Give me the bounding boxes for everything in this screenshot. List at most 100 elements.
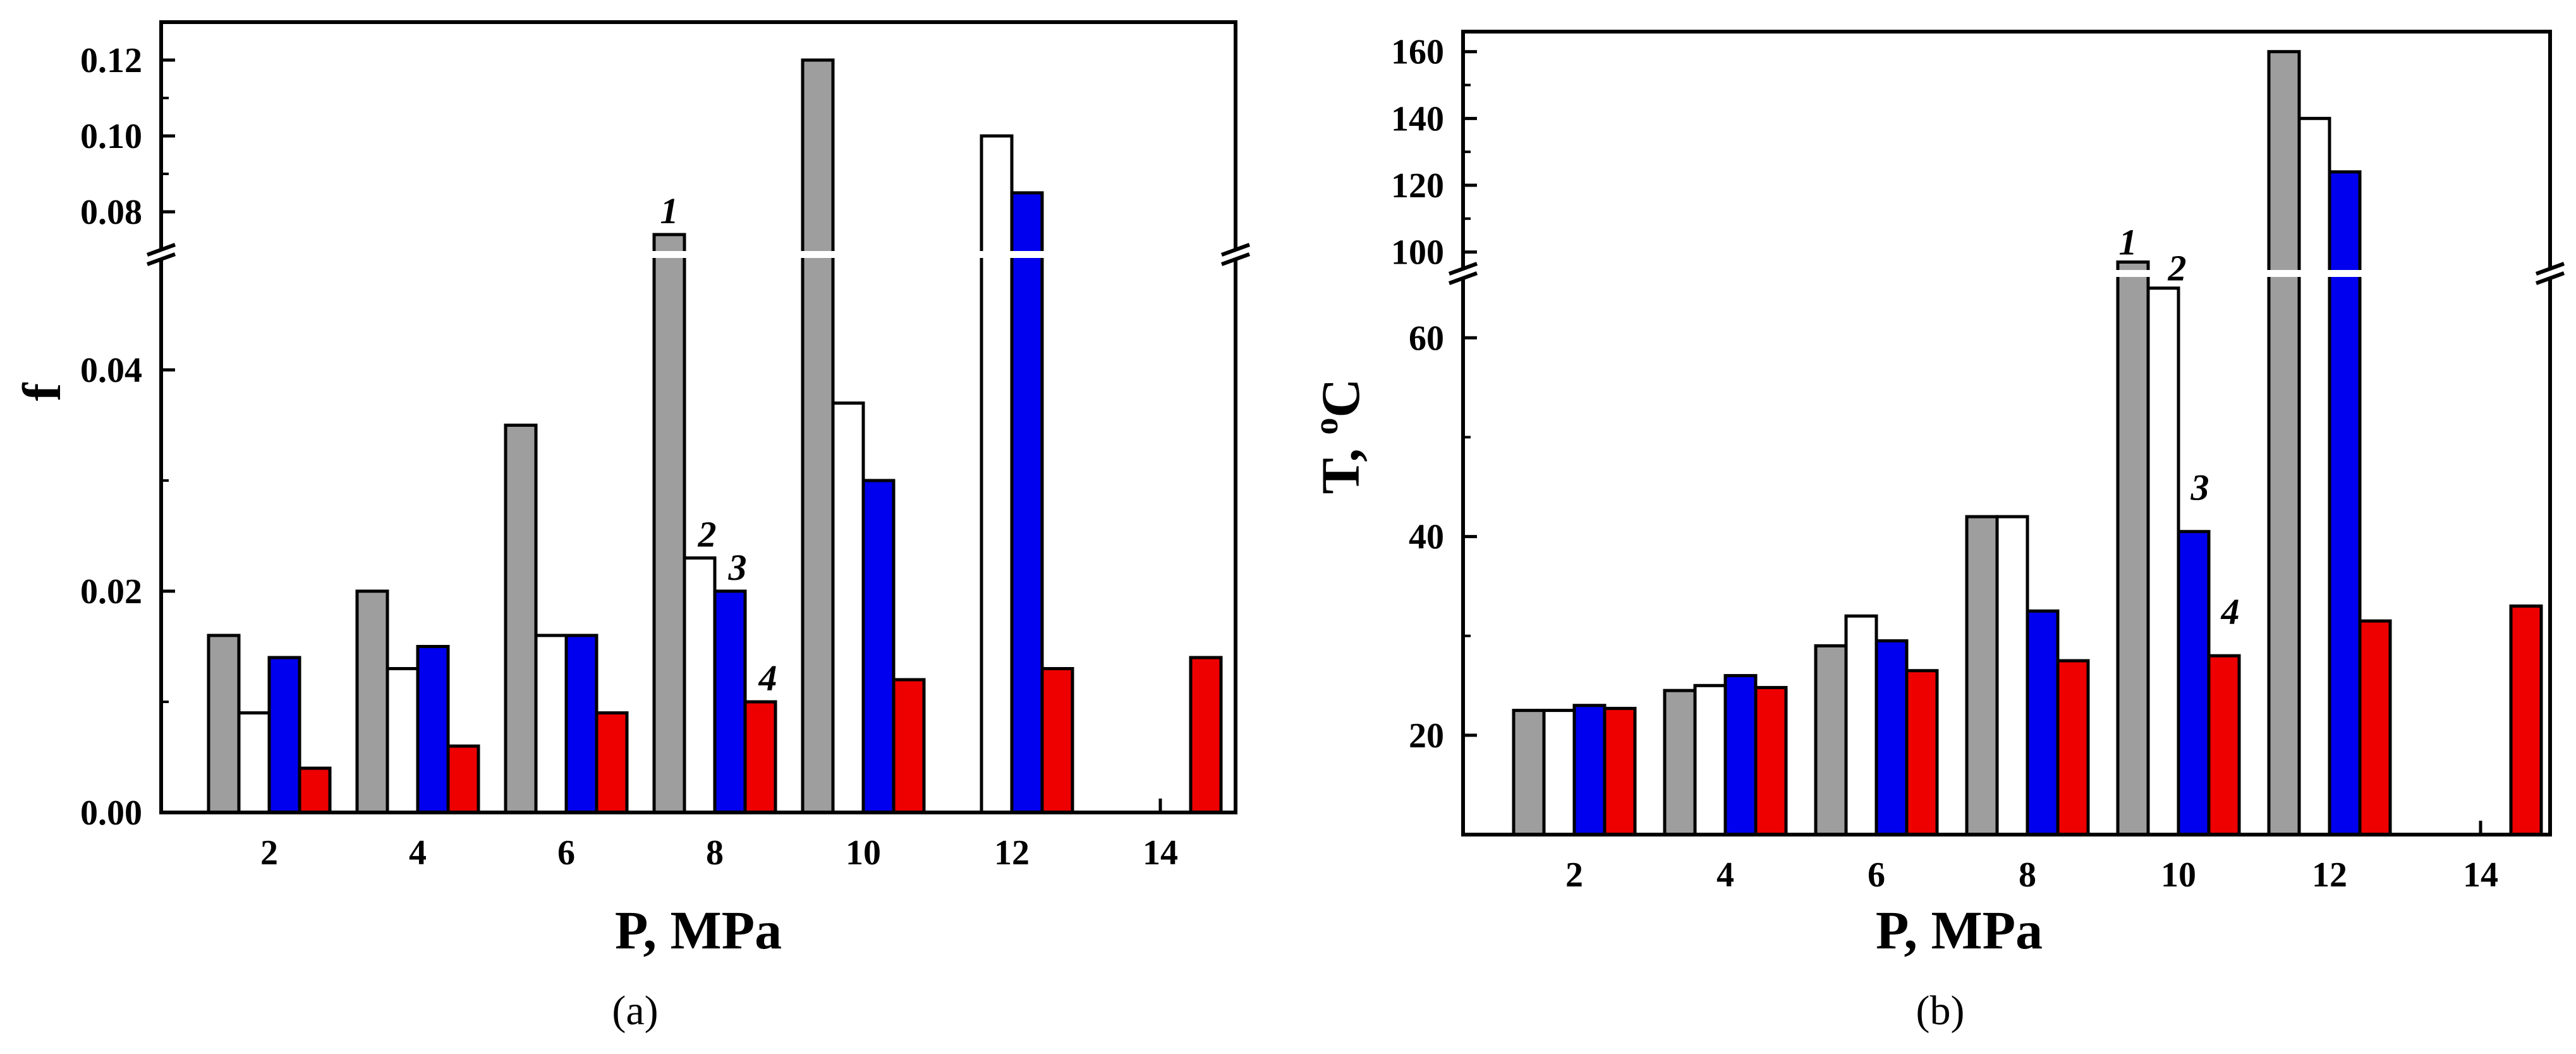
y-tick-label: 0.04 [80,351,142,390]
y-tick-label: 40 [1409,518,1444,557]
axis-break-mark [2535,262,2565,276]
bar-series-3-12 [1010,191,1044,814]
bar-series-2-4 [386,667,420,814]
bar-series-1-12 [2267,50,2301,836]
x-axis-title: P, MPa [1876,900,2043,960]
bar-series-2-8 [683,556,717,814]
x-tick-label: 6 [557,833,575,873]
bar-series-2-6 [534,634,568,814]
bar-series-4-10 [892,678,926,814]
x-tick-label: 2 [260,833,278,873]
upper-axis-frame [1461,30,2552,269]
y-axis-title-sup: o [1307,418,1345,435]
bar-series-2-8 [1995,515,2029,836]
axis-break-mark [2535,271,2565,285]
x-tick-label: 14 [2463,855,2498,895]
y-tick-label: 0.12 [80,41,142,80]
bar-series-2-2 [1542,709,1576,836]
bar-series-1-8 [1965,515,1999,836]
series-label-4: 4 [2221,591,2240,632]
upper-axis-frame [159,20,1237,250]
x-tick-label: 4 [1716,855,1734,895]
chart-panel-a: 0.000.020.040.080.100.122 4 6 8 10 12 14P, MPa… [11,20,1251,1034]
series-label-3: 3 [728,547,747,588]
axis-break-mark [146,252,176,266]
bar-series-3-2 [1572,704,1607,836]
bar-series-4-2 [298,766,332,814]
bar-series-1-6 [1814,644,1848,836]
y-axis-title: T, oC [1307,378,1371,494]
series-label-2: 2 [2168,248,2187,289]
bar-series-4-4 [446,744,480,814]
bar-series-1-2 [1512,709,1546,836]
bar-series-1-10 [801,58,835,814]
bar-series-2-12 [2297,116,2331,836]
bar-series-1-10 [2116,260,2150,836]
y-tick-label: 120 [1391,166,1444,205]
x-tick-label: 6 [1868,855,1885,895]
y-axis-title: f [11,382,72,401]
bar-series-1-2 [207,634,241,814]
y-tick-label: 100 [1391,233,1444,273]
bar-series-3-8 [713,589,747,814]
y-tick-label: 0.02 [80,572,142,611]
bar-series-3-10 [861,479,896,814]
bar-series-3-10 [2177,530,2211,836]
bar-series-1-4 [355,589,389,814]
x-tick-label: 14 [1143,833,1178,873]
x-tick-label: 10 [846,833,881,873]
bar-series-4-14 [2509,604,2543,836]
bar-series-1-8 [652,233,686,814]
axis-break-mark [1448,262,1478,276]
x-tick-label: 12 [2312,855,2347,895]
axis-break-gap [157,251,1239,258]
x-tick-label: 8 [706,833,724,873]
bar-series-3-8 [2026,609,2060,836]
series-label-4: 4 [758,658,777,699]
series-label-1: 1 [660,190,679,231]
bar-series-2-4 [1693,683,1727,836]
bar-series-3-6 [564,634,598,814]
bar-series-4-8 [743,700,777,814]
bar-series-2-10 [831,401,865,814]
bar-series-4-6 [1905,669,1939,836]
x-tick-label: 2 [1565,855,1583,895]
bar-series-4-8 [2056,659,2090,836]
bar-series-4-12 [1040,667,1074,814]
bar-series-2-10 [2146,286,2180,836]
bar-series-3-4 [416,645,450,814]
axis-break-mark [1448,271,1478,285]
bar-series-3-6 [1874,639,1909,836]
y-tick-label: 60 [1409,319,1444,358]
bar-series-1-6 [504,424,538,814]
bar-series-1-4 [1663,689,1697,836]
y-tick-label: 0.08 [80,193,142,232]
x-axis-title: P, MPa [615,900,782,960]
y-tick-label: 160 [1391,33,1444,72]
series-label-1: 1 [2119,221,2137,262]
panel-label: (a) [612,988,658,1034]
y-tick-label: 140 [1391,99,1444,138]
axis-break-gap [1459,270,2554,277]
lower-axis-frame [159,259,1237,814]
bar-series-4-2 [1603,706,1637,836]
lower-axis-frame [1461,278,2552,836]
x-tick-label: 10 [2161,855,2196,895]
panel-label: (b) [1916,988,1965,1034]
bar-series-2-6 [1844,614,1878,836]
y-axis-title-main: T, [1310,435,1371,494]
x-tick-label: 4 [409,833,427,873]
series-label-2: 2 [698,514,717,555]
bar-series-4-14 [1189,656,1223,814]
axis-break-mark [146,243,176,257]
bar-series-4-12 [2358,619,2392,836]
y-tick-label: 20 [1409,716,1444,756]
bar-series-2-2 [237,711,271,814]
bar-series-3-2 [267,656,301,814]
bar-series-4-10 [2207,654,2241,836]
series-label-3: 3 [2190,467,2209,508]
y-axis-title-unit: C [1310,378,1371,417]
y-tick-label: 0.00 [80,794,142,833]
